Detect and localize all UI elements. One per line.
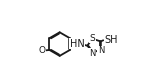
- Text: S: S: [90, 34, 95, 43]
- Text: HN: HN: [70, 39, 85, 49]
- Text: SH: SH: [105, 35, 118, 45]
- Text: O: O: [39, 46, 46, 55]
- Text: N: N: [89, 49, 95, 58]
- Text: N: N: [98, 46, 104, 55]
